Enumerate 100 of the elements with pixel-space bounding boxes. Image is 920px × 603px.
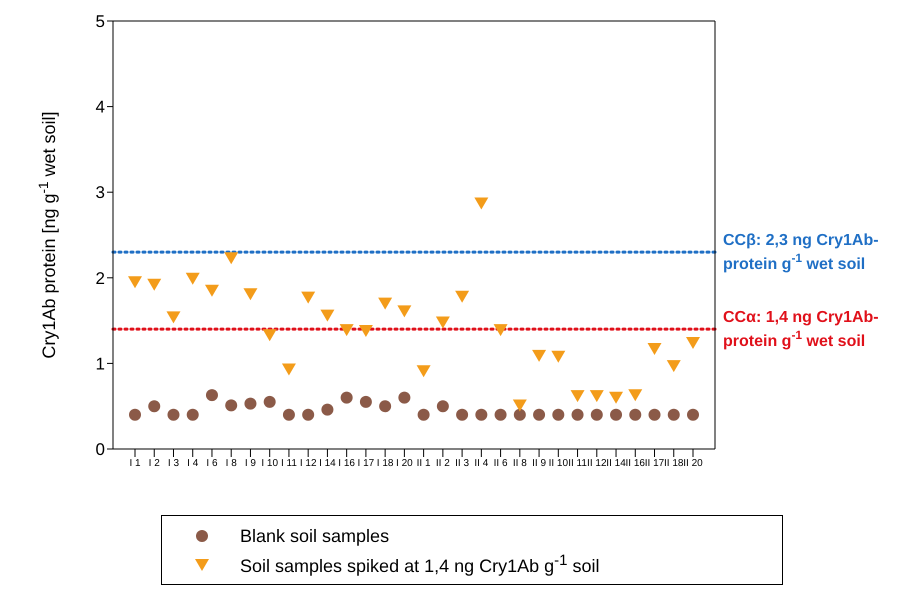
point <box>321 404 334 416</box>
x-tick-label: II 6 <box>494 458 508 470</box>
point <box>225 399 238 412</box>
point <box>148 400 160 412</box>
point <box>590 390 604 402</box>
ref-line-label: CCα: 1,4 ng Cry1Ab-protein g$^{-1}$ wet soil <box>723 309 879 350</box>
point <box>206 389 218 402</box>
point <box>628 389 642 402</box>
point <box>378 298 392 310</box>
x-tick-label: II 18 <box>664 458 684 470</box>
point <box>552 408 564 421</box>
point <box>590 408 603 421</box>
point <box>320 310 334 322</box>
point <box>340 324 354 336</box>
point <box>533 408 546 421</box>
point <box>609 392 624 404</box>
x-tick-label: II 3 <box>455 458 470 470</box>
x-tick-label: II 14 <box>606 458 626 470</box>
x-tick-label: II 12 <box>587 458 607 470</box>
y-tick-label: 2 <box>96 268 105 288</box>
x-tick-label: I 4 <box>187 458 199 470</box>
point <box>494 324 508 336</box>
point <box>301 292 316 304</box>
point <box>514 408 526 421</box>
point <box>128 276 142 288</box>
point <box>666 360 681 372</box>
x-tick-label: II 1 <box>416 458 432 470</box>
ref-line-label: CCβ: 2,3 ng Cry1Ab-protein g$^{-1}$ wet soil <box>723 232 879 274</box>
y-tick-label: 4 <box>96 98 105 117</box>
point <box>340 392 353 404</box>
x-tick-label: II 20 <box>683 458 704 470</box>
point <box>629 408 642 421</box>
y-tick-label: 3 <box>96 183 105 202</box>
legend-label: Soil samples spiked at 1,4 ng Cry1Ab g$^{-1}$ soil <box>240 552 600 576</box>
point <box>186 408 199 421</box>
x-tick-label: I 12 <box>300 458 317 470</box>
x-tick-label: II 4 <box>474 458 489 470</box>
point <box>455 290 470 303</box>
x-tick-label: II 11 <box>568 458 588 470</box>
y-tick-label: 5 <box>96 12 105 32</box>
point <box>397 305 412 318</box>
y-tick-label: 0 <box>96 440 105 460</box>
point <box>282 364 296 376</box>
point <box>648 408 661 421</box>
x-tick-label: I 10 <box>261 458 278 470</box>
point <box>551 350 566 363</box>
x-tick-label: I 11 <box>280 458 298 470</box>
x-tick-label: II 16 <box>626 458 646 470</box>
x-tick-label: I 18 <box>376 458 394 470</box>
x-tick-label: II 9 <box>532 458 546 470</box>
x-tick-label: I 9 <box>244 458 256 470</box>
x-tick-label: II 17 <box>644 458 665 470</box>
point <box>456 408 468 421</box>
point <box>302 408 314 421</box>
point <box>262 329 277 342</box>
point <box>474 197 488 210</box>
x-tick-label: I 6 <box>206 458 218 470</box>
point <box>243 288 258 300</box>
point <box>360 396 372 408</box>
point <box>494 408 507 421</box>
point <box>572 408 584 421</box>
point <box>264 396 276 408</box>
point <box>282 408 295 421</box>
x-tick-label: I 1 <box>129 458 141 470</box>
point <box>358 325 373 338</box>
point <box>147 278 162 291</box>
x-tick-label: I 14 <box>319 458 336 470</box>
point <box>204 284 219 297</box>
x-tick-label: II 8 <box>512 458 528 470</box>
point <box>224 252 238 264</box>
point <box>686 337 700 349</box>
point <box>570 390 585 402</box>
legend-label: Blank soil samples <box>240 526 390 546</box>
point <box>668 408 680 421</box>
point <box>532 350 546 362</box>
point <box>186 272 200 285</box>
point <box>416 365 431 378</box>
point <box>648 342 662 355</box>
x-tick-label: I 20 <box>396 458 414 470</box>
point <box>129 408 141 421</box>
point <box>475 408 488 421</box>
point <box>166 311 180 324</box>
point <box>610 408 622 421</box>
x-tick-label: II 10 <box>548 458 568 470</box>
point <box>167 408 180 421</box>
x-tick-label: I 3 <box>168 458 180 470</box>
point <box>379 400 392 412</box>
x-tick-label: I 2 <box>148 458 160 470</box>
x-tick-label: I 8 <box>226 458 238 470</box>
point <box>512 399 527 412</box>
y-tick-label: 1 <box>96 354 105 374</box>
point <box>687 408 699 421</box>
point <box>398 392 410 404</box>
point <box>244 398 256 410</box>
point <box>436 400 449 412</box>
x-tick-label: I 16 <box>338 458 356 470</box>
x-tick-label: I 17 <box>358 458 375 470</box>
point <box>436 316 450 328</box>
x-tick-label: II 2 <box>436 458 450 470</box>
point <box>418 408 430 421</box>
